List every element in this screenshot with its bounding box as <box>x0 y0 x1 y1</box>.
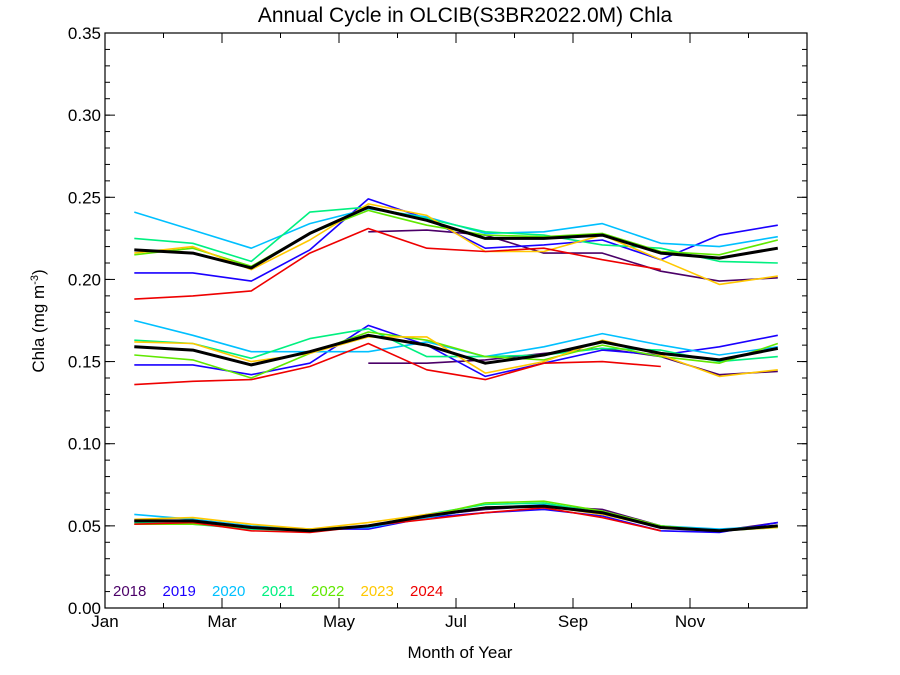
legend: 2018 2019 2020 2021 2022 2023 2024 <box>113 583 443 600</box>
mean-lines <box>134 205 779 533</box>
x-tick-label: May <box>323 612 356 631</box>
series-line-2024-high <box>134 227 661 300</box>
y-tick-label: 0.00 <box>68 599 101 618</box>
legend-entry-2023: 2023 <box>361 583 394 600</box>
y-tick-label: 0.10 <box>68 435 101 454</box>
mean-line-low <box>134 504 778 533</box>
mean-line-mid <box>134 333 779 367</box>
y-tick-label: 0.20 <box>68 270 101 289</box>
y-tick-label: 0.15 <box>68 353 101 372</box>
series-line-2022-mid <box>134 331 779 379</box>
mean-line-high <box>134 205 779 270</box>
series-line-2021-high <box>134 206 778 264</box>
series-line-2020-mid <box>134 319 778 358</box>
series-line-2021-mid <box>134 327 778 363</box>
legend-entry-2021: 2021 <box>262 583 295 600</box>
y-axis-title-sup: -3 <box>29 275 41 285</box>
x-axis-title: Month of Year <box>408 643 513 662</box>
legend-entry-2020: 2020 <box>212 583 245 600</box>
legend-entry-2024: 2024 <box>410 583 443 600</box>
chart-title: Annual Cycle in OLCIB(S3BR2022.0M) Chla <box>258 4 673 27</box>
series-line-2024-mid <box>134 342 661 386</box>
series-lines <box>134 198 779 534</box>
x-axis: Jan Mar May Jul Sep Nov <box>91 33 808 631</box>
x-tick-label: Nov <box>675 612 706 631</box>
legend-entry-2018: 2018 <box>113 583 146 600</box>
series-line-2019-mid <box>134 324 778 378</box>
series-line-2022-high <box>134 209 778 268</box>
x-tick-label: Sep <box>558 612 588 631</box>
legend-entry-2022: 2022 <box>311 583 344 600</box>
y-tick-label: 0.05 <box>68 517 101 536</box>
y-tick-label: 0.35 <box>68 24 101 43</box>
x-tick-label: Jul <box>445 612 467 631</box>
y-axis-title: Chla (mg m-3) <box>29 269 48 372</box>
y-axis-title-main: Chla (mg m <box>29 285 48 373</box>
x-tick-label: Jan <box>91 612 118 631</box>
y-axis: 0.00 0.05 0.10 0.15 0.20 0.25 0.30 0.35 <box>68 24 807 618</box>
series-line-2024-low <box>134 506 661 534</box>
y-tick-label: 0.25 <box>68 188 101 207</box>
legend-entry-2019: 2019 <box>163 583 196 600</box>
y-axis-title-end: ) <box>29 269 48 275</box>
x-tick-label: Mar <box>207 612 237 631</box>
y-tick-label: 0.30 <box>68 106 101 125</box>
